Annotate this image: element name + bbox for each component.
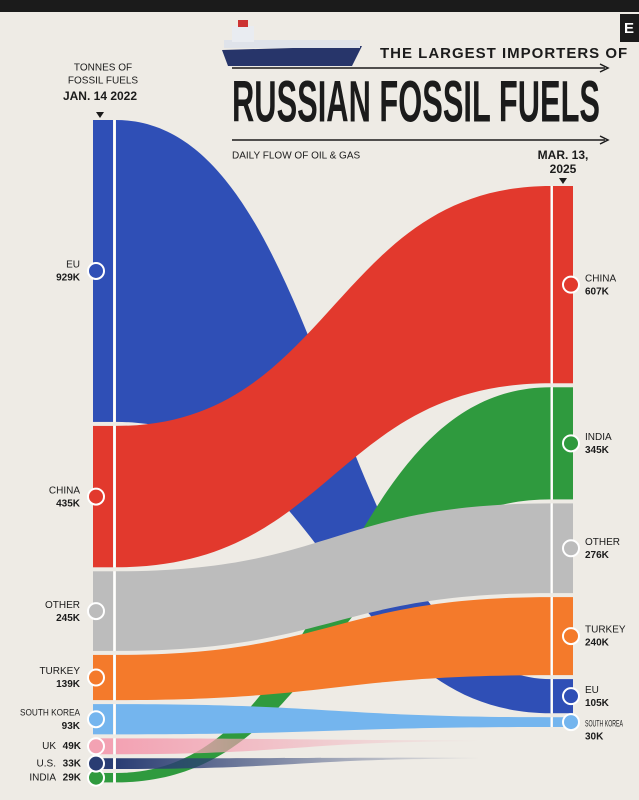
- brand-box: [620, 14, 639, 42]
- flag: [562, 713, 580, 732]
- right-date: MAR. 13,: [538, 148, 589, 162]
- flag: [87, 261, 105, 280]
- value-label: 276K: [585, 550, 610, 561]
- series-label: OTHER: [45, 600, 80, 611]
- right-date: 2025: [550, 162, 577, 176]
- arrow-head: [599, 63, 610, 73]
- left-date: JAN. 14 2022: [63, 89, 137, 103]
- value-label: 245K: [56, 613, 81, 624]
- value-label: 49K: [63, 741, 82, 752]
- flow-ribbon: [116, 704, 551, 735]
- series-label: UK: [42, 741, 56, 752]
- flow-ribbon: [116, 503, 551, 651]
- flag: [87, 668, 105, 687]
- series-label: U.S.: [37, 758, 56, 769]
- series-label: EU: [585, 685, 599, 696]
- series-label: EU: [66, 260, 80, 271]
- series-label: TURKEY: [39, 666, 80, 677]
- value-label: 139K: [56, 679, 81, 690]
- flag: [562, 434, 580, 453]
- value-label: 30K: [585, 732, 604, 743]
- flag: [87, 754, 105, 773]
- value-label: 929K: [56, 273, 81, 284]
- unit-label: FOSSIL FUELS: [68, 76, 139, 87]
- value-label: 240K: [585, 638, 610, 649]
- series-label: SOUTH KOREA: [585, 718, 623, 728]
- unit-label: TONNES OF: [74, 63, 132, 74]
- value-label: 93K: [62, 721, 81, 732]
- subtitle: THE LARGEST IMPORTERS OF: [380, 45, 628, 62]
- date-pointer: [559, 178, 567, 184]
- chart-title: RUSSIAN FOSSIL FUELS: [232, 69, 600, 134]
- flag: [562, 627, 580, 646]
- flow-ribbon: [116, 597, 551, 701]
- flow-ribbon: [116, 757, 480, 769]
- flag: [562, 539, 580, 558]
- value-label: 105K: [585, 698, 610, 709]
- flag: [562, 275, 580, 294]
- series-label: TURKEY: [585, 625, 626, 636]
- top-bar: [0, 0, 639, 12]
- value-label: 345K: [585, 445, 610, 456]
- series-label: CHINA: [585, 273, 616, 284]
- series-label: OTHER: [585, 537, 620, 548]
- series-label: INDIA: [585, 432, 612, 443]
- value-label: 435K: [56, 498, 81, 509]
- flag: [87, 710, 105, 729]
- series-label: CHINA: [49, 485, 80, 496]
- ship-illustration: [222, 20, 362, 66]
- series-label: INDIA: [29, 772, 56, 783]
- value-label: 33K: [63, 758, 82, 769]
- flag: [562, 687, 580, 706]
- flow-ribbon: [116, 186, 551, 568]
- value-label: 607K: [585, 286, 610, 297]
- value-label: 29K: [63, 772, 82, 783]
- flag: [87, 487, 105, 506]
- note: DAILY FLOW OF OIL & GAS: [232, 151, 361, 162]
- arrow-head: [599, 135, 610, 145]
- brand: E: [624, 20, 634, 37]
- series-label: SOUTH KOREA: [20, 708, 80, 718]
- flag: [87, 737, 105, 756]
- flow-ribbon: [116, 738, 480, 755]
- flag: [87, 602, 105, 621]
- date-pointer: [96, 112, 104, 118]
